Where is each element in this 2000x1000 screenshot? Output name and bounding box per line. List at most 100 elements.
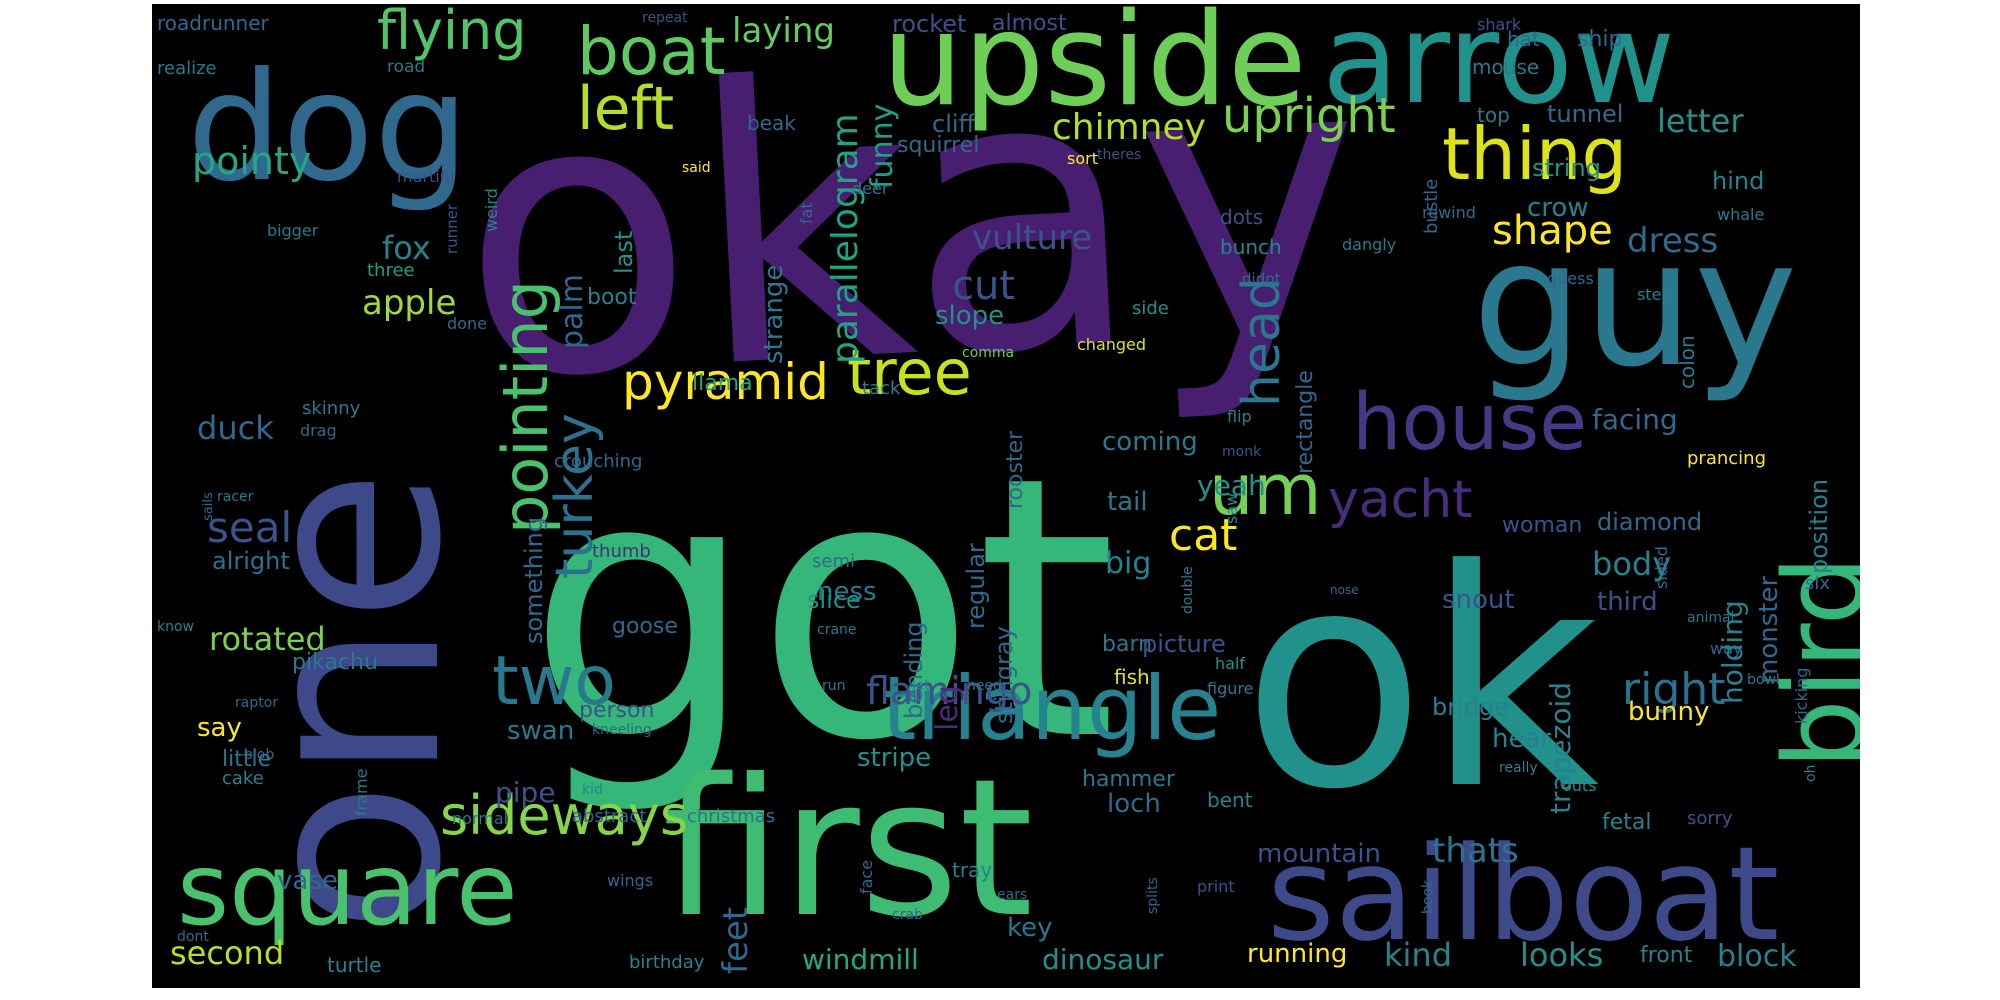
word: monk: [1222, 444, 1262, 460]
word: colon: [1675, 335, 1699, 389]
word: tree: [847, 336, 972, 409]
word: bridge: [1432, 693, 1509, 721]
word: head: [1232, 277, 1292, 407]
word: said: [682, 160, 711, 176]
word: book: [1420, 879, 1436, 914]
word: pointing: [489, 280, 562, 534]
word: racer: [217, 489, 254, 505]
word: sideways: [440, 784, 688, 847]
word: bowl: [1747, 672, 1780, 688]
word: running: [1247, 939, 1347, 969]
word: sails: [201, 492, 216, 521]
word: bunny: [1628, 697, 1709, 727]
word: something: [520, 517, 548, 644]
word: one: [205, 469, 496, 934]
word: bigger: [267, 221, 319, 240]
word: key: [1007, 913, 1053, 943]
word: yeah: [1197, 469, 1266, 502]
word: pipe: [495, 776, 556, 809]
word-cloud-background: [152, 4, 1860, 988]
word: changed: [1077, 335, 1146, 354]
word: ears: [997, 887, 1027, 903]
word: upright: [1222, 88, 1396, 144]
word: fox: [382, 229, 431, 267]
word: christmas: [687, 806, 775, 827]
word: dangly: [1342, 235, 1396, 254]
word: print: [1197, 877, 1235, 896]
word: comma: [962, 345, 1014, 361]
word: facing: [1592, 403, 1678, 436]
word: third: [1597, 587, 1658, 617]
word: kneeling: [592, 722, 652, 738]
word: palm: [555, 274, 590, 349]
word: person: [579, 698, 654, 723]
word: dots: [1220, 205, 1263, 229]
word: vase: [277, 866, 338, 896]
word: body: [1592, 545, 1671, 583]
word: road: [387, 57, 425, 77]
word: fish: [1114, 665, 1150, 689]
word: three: [367, 260, 415, 281]
word: leg: [930, 685, 965, 731]
word: face: [857, 860, 876, 894]
word: say: [197, 713, 242, 743]
word: raptor: [235, 695, 278, 711]
word: house: [1352, 378, 1587, 468]
word: really: [1499, 760, 1538, 776]
word: let: [912, 678, 931, 694]
word: picture: [1142, 630, 1226, 658]
word: blob: [244, 747, 274, 763]
word: bent: [1207, 788, 1253, 812]
word: feet: [716, 907, 756, 974]
word: mountain: [1257, 839, 1381, 869]
word: frame: [352, 769, 371, 816]
word: birthday: [629, 952, 705, 973]
word: step: [1637, 285, 1672, 304]
word: regular: [962, 543, 990, 629]
word: triangle: [882, 657, 1221, 760]
word: guess: [1547, 269, 1594, 288]
word: double: [1180, 566, 1196, 614]
word: six: [1805, 573, 1830, 594]
word: dinosaur: [1042, 943, 1164, 976]
word: cat: [1169, 510, 1237, 561]
word: slice: [807, 586, 861, 614]
word: woman: [1502, 513, 1582, 538]
word: fat: [797, 202, 816, 224]
word: wings: [607, 871, 653, 890]
word: goose: [612, 614, 678, 639]
word: funny: [865, 104, 900, 189]
word: alright: [212, 547, 290, 575]
word: snout: [1442, 585, 1515, 615]
word-cloud: okay got one ok first arrow guy upside d…: [152, 4, 1860, 988]
word: bird: [1760, 555, 1860, 769]
word: ship: [1577, 27, 1622, 52]
word: two: [492, 642, 616, 721]
word: sailboat: [1267, 818, 1779, 970]
word: dont: [177, 929, 209, 945]
word: ness: [817, 577, 877, 607]
word: right: [1622, 664, 1725, 715]
word: shark: [1477, 15, 1522, 34]
word: kid: [582, 782, 603, 798]
word: nose: [1330, 583, 1359, 597]
word: done: [447, 314, 487, 333]
word: cake: [222, 768, 264, 789]
word: boat: [577, 13, 726, 90]
word: yacht: [1328, 470, 1473, 530]
word: almost: [992, 11, 1067, 36]
word: kind: [1384, 936, 1452, 974]
word: letter: [1657, 102, 1744, 140]
word: hammer: [1082, 767, 1176, 792]
word: turtle: [327, 953, 381, 977]
word: parallelogram: [825, 113, 866, 364]
word: semi: [812, 551, 855, 572]
word: left: [577, 74, 674, 144]
word: slope: [935, 301, 1004, 331]
word: loch: [1107, 789, 1161, 819]
word: weird: [482, 188, 501, 232]
word: bunch: [1220, 235, 1282, 259]
word: upside: [882, 4, 1307, 135]
word: normal: [452, 809, 508, 828]
word: tack: [862, 378, 901, 399]
